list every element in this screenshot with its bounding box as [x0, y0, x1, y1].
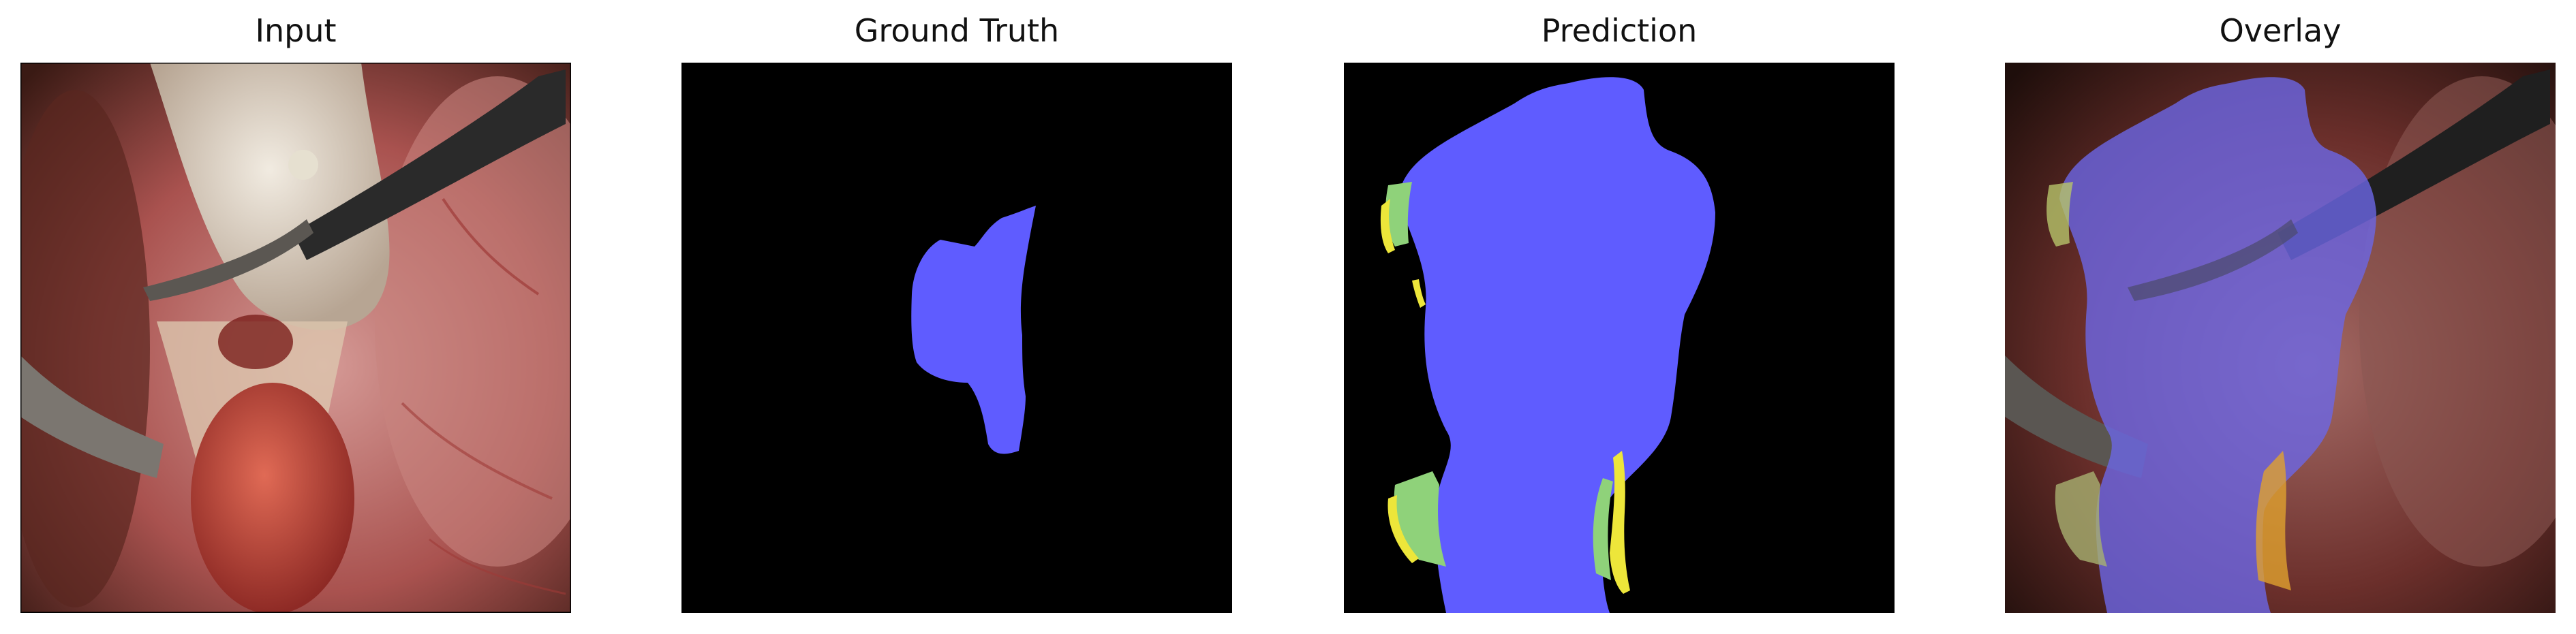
panel-prediction: Prediction	[1344, 0, 1895, 634]
overlay-region-orange-right	[2256, 451, 2291, 590]
input-image	[20, 63, 571, 613]
panel-title-ground-truth: Ground Truth	[854, 12, 1060, 49]
overlay-region-blue	[2059, 77, 2376, 613]
panel-title-overlay: Overlay	[2219, 12, 2342, 49]
overlay-region-green-left-top	[2046, 182, 2073, 247]
ground-truth-mask	[681, 63, 1232, 613]
pred-region-yellow-right	[1610, 451, 1630, 594]
ground-truth-mask-svg	[681, 63, 1232, 613]
pred-region-yellow-left-mid	[1412, 279, 1426, 308]
pred-region-yellow-left-top	[1380, 199, 1395, 253]
pred-region-yellow-left-bottom	[1387, 495, 1419, 563]
overlay-image	[2005, 63, 2556, 613]
panel-input: Input	[20, 0, 571, 634]
panel-title-input: Input	[255, 12, 337, 49]
prediction-mask	[1344, 63, 1895, 613]
gt-region-blue	[911, 206, 1036, 454]
pred-region-blue-speck	[1615, 84, 1623, 91]
panel-title-prediction: Prediction	[1541, 12, 1698, 49]
overlay-svg	[2005, 63, 2556, 613]
prediction-mask-svg	[1344, 63, 1895, 613]
input-surgical-scene	[20, 63, 571, 613]
pred-region-green-left-top	[1385, 182, 1412, 247]
overlay-region-green-left-bottom	[2055, 471, 2107, 567]
panel-ground-truth: Ground Truth	[681, 0, 1232, 634]
panel-overlay: Overlay	[2005, 0, 2556, 634]
pred-region-blue	[1398, 77, 1715, 613]
pred-region-green-right	[1593, 478, 1613, 580]
